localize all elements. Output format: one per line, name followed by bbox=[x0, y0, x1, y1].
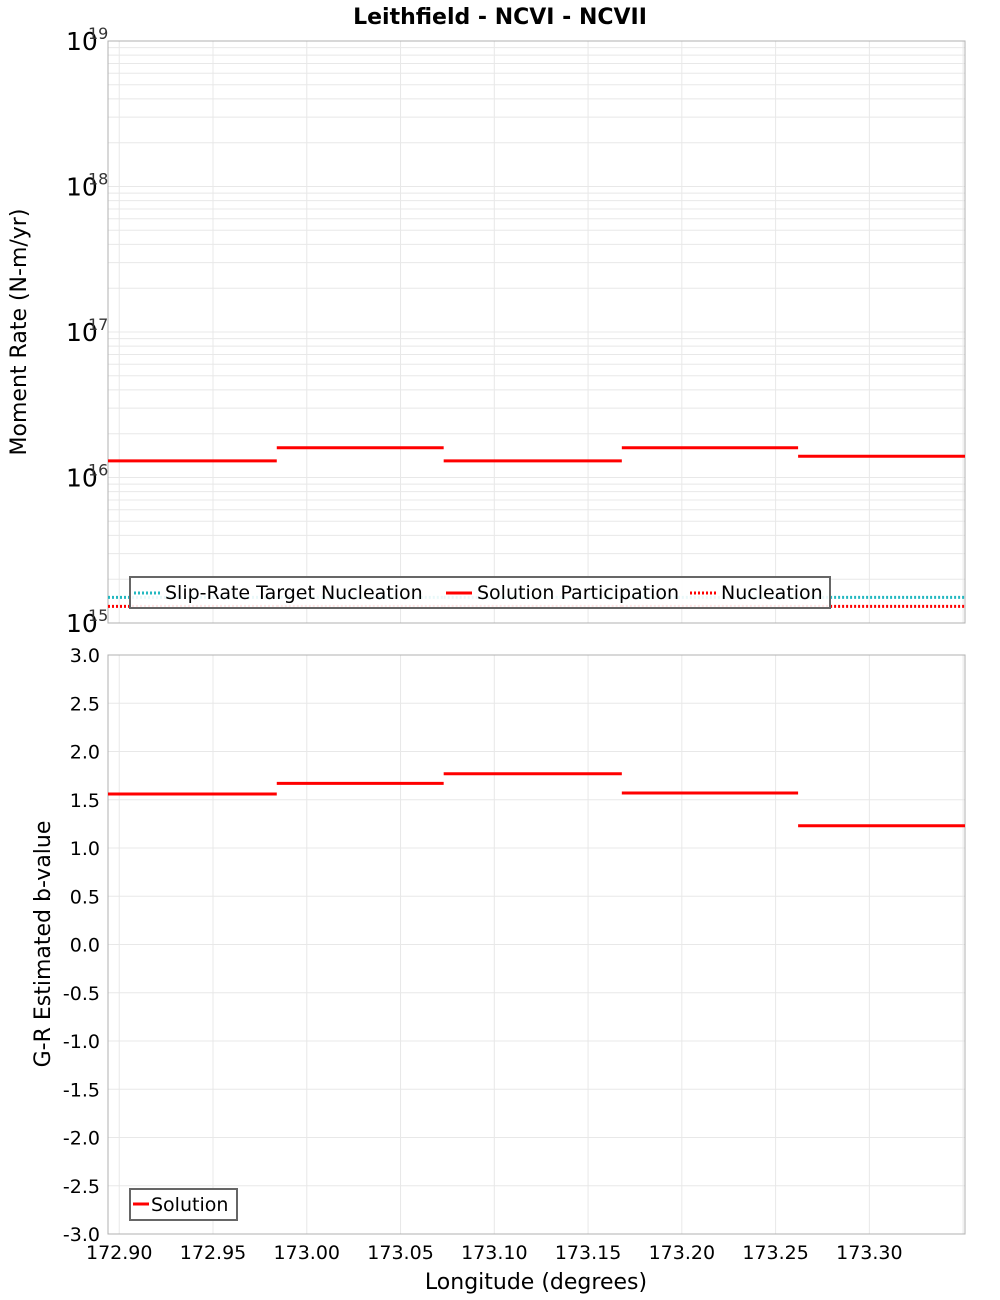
y-tick-label: 1.5 bbox=[70, 790, 100, 812]
b-value-plot-frame bbox=[107, 654, 966, 1235]
y-tick-label: 3.0 bbox=[70, 645, 100, 667]
x-tick-label: 173.00 bbox=[274, 1242, 340, 1264]
longitude-x-ticks: 172.90 172.95 173.00 173.05 173.10 173.15 173.… bbox=[86, 1242, 903, 1264]
longitude-x-axis-label: Longitude (degrees) bbox=[425, 1270, 647, 1295]
legend-label: Slip-Rate Target Nucleation bbox=[165, 582, 423, 604]
legend-label: Solution bbox=[151, 1194, 228, 1216]
legend-box bbox=[129, 576, 831, 609]
legend-label: Nucleation bbox=[721, 582, 823, 604]
y-tick-label: 2.5 bbox=[70, 693, 100, 715]
y-tick-label: 10 bbox=[66, 609, 98, 638]
y-tick-exponent: 16 bbox=[88, 461, 108, 480]
chart-title: Leithfield - NCVI - NCVII bbox=[353, 5, 647, 30]
x-tick-label: 173.10 bbox=[461, 1242, 527, 1264]
y-tick-label: 10 bbox=[66, 27, 98, 56]
b-value-grid bbox=[108, 654, 965, 1235]
b-value-legend: Solution bbox=[129, 1188, 238, 1221]
y-tick-label: 10 bbox=[66, 318, 98, 347]
y-tick-exponent: 19 bbox=[88, 24, 108, 43]
moment-rate-legend: Slip-Rate Target Nucleation Solution Part… bbox=[129, 576, 831, 609]
x-tick-label: 173.30 bbox=[836, 1242, 902, 1264]
y-tick-label: -3.0 bbox=[63, 1224, 100, 1246]
b-value-y-ticks: 3.0 2.5 2.0 1.5 1.0 0.5 0.0 -0.5 -1.0 -1.5 -2.0 -2.… bbox=[63, 645, 100, 1246]
y-tick-label: -1.0 bbox=[63, 1031, 100, 1053]
moment-rate-plot-frame bbox=[107, 40, 966, 624]
legend-label: Solution Participation bbox=[477, 582, 679, 604]
y-tick-exponent: 18 bbox=[88, 170, 108, 189]
y-tick-label: -1.5 bbox=[63, 1079, 100, 1101]
x-tick-label: 173.05 bbox=[367, 1242, 433, 1264]
y-tick-label: 0.0 bbox=[70, 935, 100, 957]
y-tick-label: -0.5 bbox=[63, 983, 100, 1005]
b-value-panel: 3.0 2.5 2.0 1.5 1.0 0.5 0.0 -0.5 -1.0 -1.5 -2.0 -2.… bbox=[31, 645, 966, 1295]
y-tick-label: 10 bbox=[66, 464, 98, 493]
y-tick-exponent: 15 bbox=[88, 606, 108, 625]
y-tick-label: -2.0 bbox=[63, 1128, 100, 1150]
x-tick-label: 173.15 bbox=[555, 1242, 621, 1264]
moment-rate-y-axis-label: Moment Rate (N-m/yr) bbox=[7, 209, 32, 456]
y-tick-label: -2.5 bbox=[63, 1176, 100, 1198]
y-tick-label: 2.0 bbox=[70, 742, 100, 764]
y-tick-label: 1.0 bbox=[70, 838, 100, 860]
x-tick-label: 172.95 bbox=[180, 1242, 246, 1264]
b-value-series bbox=[108, 772, 965, 828]
x-tick-label: 172.90 bbox=[86, 1242, 152, 1264]
y-tick-label: 0.5 bbox=[70, 886, 100, 908]
x-tick-label: 173.25 bbox=[742, 1242, 808, 1264]
moment-rate-grid bbox=[108, 41, 965, 624]
b-value-y-axis-label: G-R Estimated b-value bbox=[31, 821, 56, 1068]
y-tick-exponent: 17 bbox=[88, 315, 108, 334]
x-tick-label: 173.20 bbox=[649, 1242, 715, 1264]
y-tick-label: 10 bbox=[66, 173, 98, 202]
